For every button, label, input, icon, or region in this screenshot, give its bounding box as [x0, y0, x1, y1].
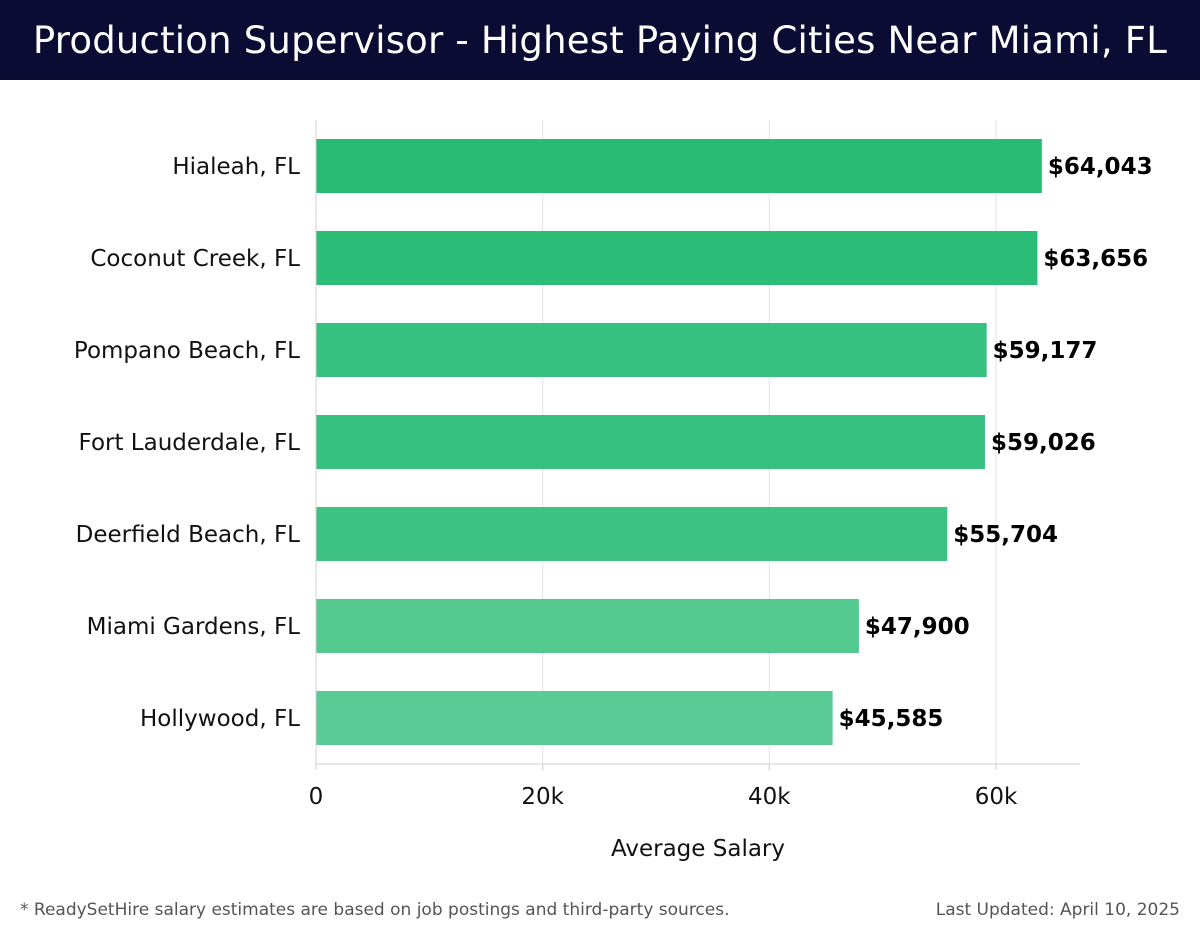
last-updated: Last Updated: April 10, 2025 — [935, 900, 1180, 920]
category-label: Hialeah, FL — [172, 154, 300, 180]
category-label: Fort Lauderdale, FL — [79, 430, 301, 456]
value-label: $45,585 — [839, 706, 944, 732]
bar — [316, 599, 859, 653]
bar — [316, 415, 985, 469]
category-label: Hollywood, FL — [140, 706, 300, 732]
category-label: Miami Gardens, FL — [87, 614, 301, 640]
axes: 0 20k 40k 60k Hialeah, FL Coconut Creek, FL Po… — [74, 120, 1080, 810]
chart-header: Production Supervisor - Highest Paying C… — [0, 0, 1200, 80]
chart-title: Production Supervisor - Highest Paying C… — [32, 18, 1168, 62]
bars: $64,043 $63,656 $59,177 $59,026 $55,704 $47,9… — [316, 139, 1153, 745]
bar-chart: $64,043 $63,656 $59,177 $59,026 $55,704 $47,9… — [74, 120, 1153, 862]
footer-disclaimer: * ReadySetHire salary estimates are base… — [20, 900, 730, 920]
x-tick-label: 60k — [975, 784, 1018, 810]
bar — [316, 231, 1038, 285]
value-label: $59,177 — [993, 338, 1098, 364]
bar — [316, 323, 987, 377]
bar — [316, 507, 948, 561]
category-label: Coconut Creek, FL — [90, 246, 300, 272]
value-label: $63,656 — [1043, 246, 1148, 272]
x-tick-label: 0 — [309, 784, 324, 810]
x-axis-label: Average Salary — [611, 836, 785, 862]
bar — [316, 691, 833, 745]
value-label: $55,704 — [953, 522, 1058, 548]
x-tick-label: 20k — [521, 784, 564, 810]
category-label: Pompano Beach, FL — [74, 338, 300, 364]
x-tick-label: 40k — [748, 784, 791, 810]
value-label: $59,026 — [991, 430, 1096, 456]
value-label: $47,900 — [865, 614, 970, 640]
category-label: Deerfield Beach, FL — [76, 522, 301, 548]
bar — [316, 139, 1042, 193]
value-label: $64,043 — [1048, 154, 1153, 180]
